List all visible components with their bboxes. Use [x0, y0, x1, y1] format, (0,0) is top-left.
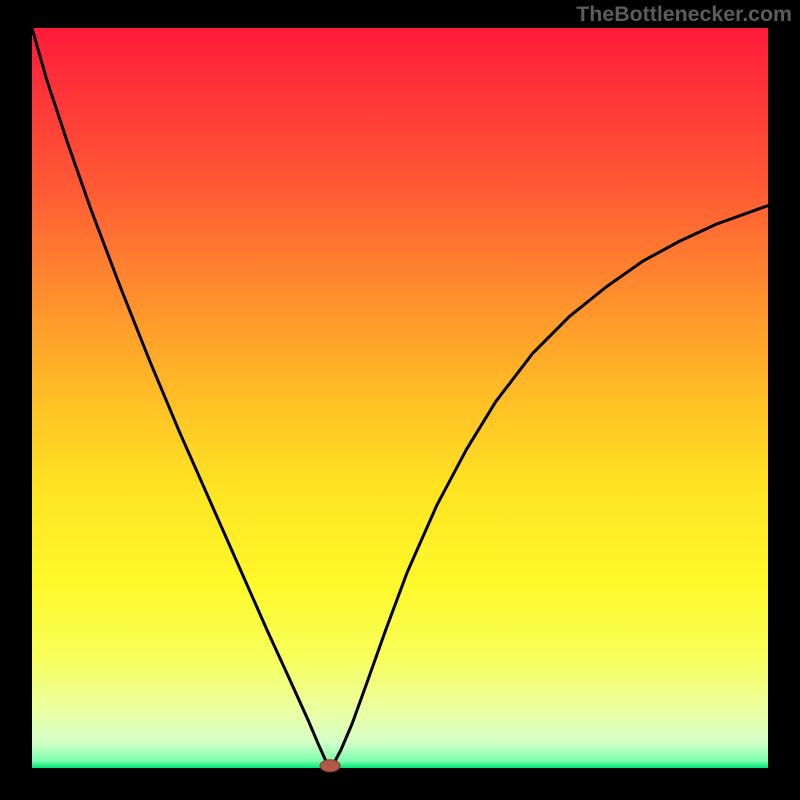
optimum-marker [320, 760, 340, 772]
plot-area [32, 28, 768, 768]
chart-container: TheBottlenecker.com [0, 0, 800, 800]
bottleneck-chart [0, 0, 800, 800]
watermark-text: TheBottlenecker.com [576, 2, 792, 27]
